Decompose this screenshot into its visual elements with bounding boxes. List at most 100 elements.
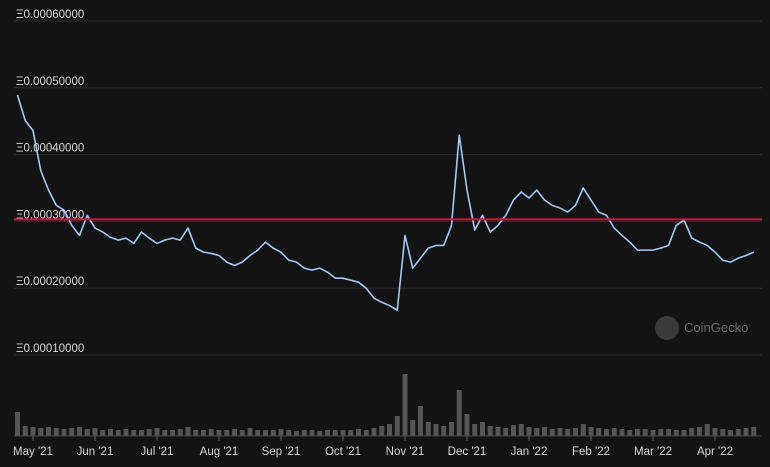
volume-bar: [518, 424, 524, 436]
volume-bar: [108, 429, 113, 436]
x-tick-label: Apr '22: [697, 446, 733, 458]
volume-bar: [743, 428, 749, 436]
x-tick-label: Sep '21: [262, 446, 301, 458]
volume-bar: [92, 428, 98, 436]
watermark-text: CoinGecko: [684, 320, 748, 335]
volume-bar: [139, 430, 144, 436]
volume-bar: [270, 430, 276, 436]
x-tick-label: Jun '21: [77, 446, 114, 458]
volume-bar: [263, 430, 268, 436]
volume-bar: [712, 428, 718, 436]
y-tick-label: Ξ0.00040000: [16, 143, 84, 155]
volume-bar: [301, 430, 307, 436]
volume-bar: [689, 428, 695, 436]
volume-bar: [495, 427, 501, 436]
volume-bar: [255, 430, 261, 436]
volume-bar: [379, 426, 385, 436]
volume-bar: [456, 390, 462, 436]
volume-bar: [735, 429, 741, 436]
volume-bar: [348, 430, 354, 436]
volume-bar: [208, 429, 214, 436]
volume-bar: [464, 414, 470, 436]
volume-bar: [69, 428, 75, 436]
volume-bar: [185, 427, 191, 436]
y-tick-label: Ξ0.00020000: [16, 276, 84, 288]
volume-bar: [278, 429, 284, 436]
volume-bar: [619, 429, 625, 436]
x-tick-label: May '21: [13, 446, 53, 458]
volume-bar: [15, 412, 20, 436]
volume-bar: [232, 429, 237, 436]
volume-bar: [402, 374, 408, 436]
volume-bar: [30, 427, 36, 436]
volume-bar: [38, 428, 44, 436]
volume-bar: [340, 430, 346, 436]
volume-bar: [239, 430, 245, 436]
y-tick-label: Ξ0.00010000: [16, 343, 84, 355]
volume-bar: [573, 428, 578, 436]
volume-bar: [146, 429, 152, 436]
volume-bar: [480, 422, 485, 436]
watermark: CoinGecko: [655, 316, 748, 340]
volume-bar: [503, 428, 509, 436]
volume-bar: [177, 429, 183, 436]
volume-bar: [720, 429, 726, 436]
volume-bar: [317, 431, 323, 436]
volume-bar: [697, 427, 702, 436]
volume-bar: [596, 428, 602, 436]
volume-bar: [387, 424, 392, 436]
y-tick-label: Ξ0.00060000: [16, 9, 84, 21]
volume-bar: [557, 428, 563, 436]
volume-bar: [635, 429, 640, 436]
volume-bar: [286, 430, 292, 436]
volume-bar: [77, 427, 82, 436]
x-tick-label: Feb '22: [572, 446, 610, 458]
volume-bar: [658, 429, 664, 436]
volume-bar: [371, 428, 377, 436]
x-tick-label: Jul '21: [141, 446, 174, 458]
x-tick-label: Dec '21: [448, 446, 487, 458]
volume-bar: [580, 424, 586, 436]
x-tick-label: Jan '22: [511, 446, 548, 458]
volume-bar: [216, 430, 222, 436]
volume-bar: [441, 426, 447, 436]
volume-bar: [46, 427, 51, 436]
volume-bar: [115, 430, 121, 436]
volume-bar: [511, 425, 516, 436]
y-tick-label: Ξ0.00050000: [16, 76, 84, 88]
price-line: [16, 94, 755, 312]
volume-bar: [394, 416, 400, 436]
volume-bar: [53, 428, 59, 436]
volume-bar: [611, 428, 617, 436]
volume-bar: [751, 427, 757, 436]
volume-bar: [542, 427, 547, 436]
volume-bar: [526, 427, 532, 436]
volume-bar: [487, 426, 493, 436]
volume-bar: [356, 429, 361, 436]
volume-bar: [410, 420, 416, 436]
volume-bar: [170, 430, 175, 436]
volume-bar: [650, 430, 656, 436]
volume-bar: [247, 428, 253, 436]
x-tick-label: Mar '22: [634, 446, 672, 458]
volume-bar: [100, 430, 106, 436]
volume-bar: [565, 429, 571, 436]
volume-bar: [472, 424, 478, 436]
volume-bar: [325, 430, 330, 436]
volume-bar: [588, 427, 594, 436]
volume-bar: [309, 430, 315, 436]
volume-bar: [728, 430, 733, 436]
volume-bar: [294, 431, 299, 436]
volume-bar: [22, 426, 28, 436]
volume-bar: [193, 430, 199, 436]
volume-bar: [449, 422, 454, 436]
volume-bar: [666, 429, 671, 436]
volume-bar: [549, 429, 555, 436]
volume-bar: [123, 429, 129, 436]
volume-bar: [704, 424, 710, 436]
volume-bar: [154, 428, 160, 436]
volume-bar: [201, 430, 206, 436]
volume-bar: [604, 429, 609, 436]
